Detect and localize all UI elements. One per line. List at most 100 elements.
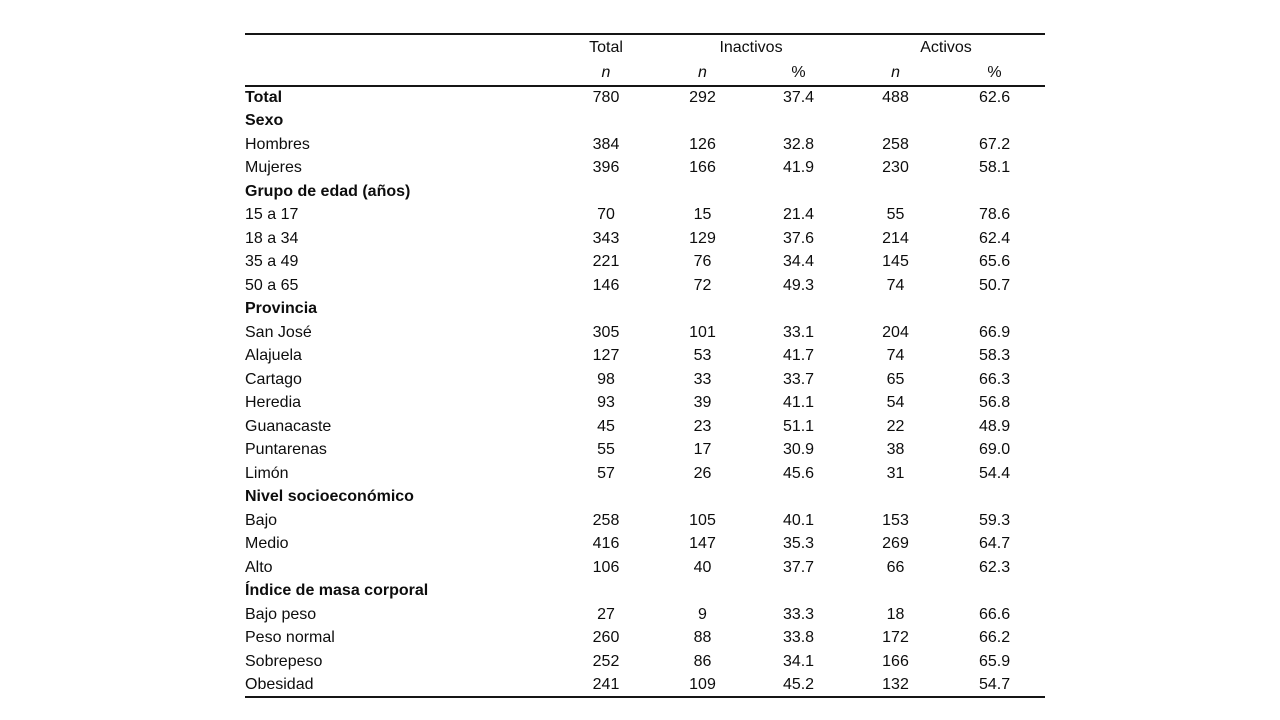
cell-activos_n: 204 [882,323,909,341]
cell-total_n: 70 [597,206,615,224]
cell-inactivos_n: 105 [689,511,716,529]
cell-total_n: 27 [597,605,615,623]
cell-activos_pct [944,180,1045,204]
section-row: Nivel socioeconómico [245,486,1045,510]
cell-activos_n: 166 [882,652,909,670]
cell-activos_pct [944,110,1045,134]
cell-activos_n: 38 [886,441,905,459]
table-row: Medio 416 147 35.3 269 64.7 [245,533,1045,557]
cell-inactivos_n [655,298,750,322]
cell-activos_pct: 66.3 [978,370,1011,388]
cell-activos_pct: 58.1 [978,159,1011,177]
cell-inactivos_pct: 35.3 [782,535,815,553]
cell-total_n: 146 [592,276,620,294]
cell-inactivos_pct: 37.4 [782,89,815,107]
cell-activos_n: 172 [882,629,909,647]
section-row: Índice de masa corporal [245,580,1045,604]
header-inactivos-pct: % [791,63,806,81]
table-row: 15 a 17 70 15 21.4 55 78.6 [245,204,1045,228]
cell-total_n: 57 [597,464,615,482]
row-label: 15 a 17 [245,206,299,224]
cell-activos_pct: 54.4 [978,464,1011,482]
cell-activos_n [847,110,944,134]
cell-activos_pct: 59.3 [978,511,1011,529]
cell-activos_pct: 66.2 [978,629,1011,647]
header-activos: Activos [920,38,972,56]
cell-inactivos_n: 23 [693,417,712,435]
header-group-row: Total Inactivos Activos [245,34,1045,60]
section-row: Provincia [245,298,1045,322]
cell-activos_n [847,298,944,322]
cell-inactivos_pct: 21.4 [782,206,815,224]
cell-inactivos_n: 126 [689,135,716,153]
cell-activos_n: 54 [886,394,905,412]
section-row: Sexo [245,110,1045,134]
row-label: Alto [245,558,273,576]
cell-total_n: 416 [592,535,620,553]
cell-inactivos_n: 26 [693,464,712,482]
cell-inactivos_n: 86 [693,652,712,670]
statistics-table: Total Inactivos Activos n n % n % Total 7… [245,33,1046,698]
table-row: Obesidad 241 109 45.2 132 54.7 [245,674,1045,698]
row-label: Sobrepeso [245,652,323,670]
table-row: Peso normal 260 88 33.8 172 66.2 [245,627,1045,651]
cell-inactivos_pct [750,580,847,604]
cell-inactivos_n: 147 [689,535,716,553]
cell-inactivos_pct: 45.2 [782,675,815,693]
cell-inactivos_n: 53 [693,347,712,365]
cell-activos_n: 31 [886,464,905,482]
table-row: 35 a 49 221 76 34.4 145 65.6 [245,251,1045,275]
cell-inactivos_n: 17 [693,441,712,459]
cell-activos_n: 22 [886,417,905,435]
cell-total_n [557,180,655,204]
cell-activos_pct: 62.4 [978,229,1011,247]
row-label: Alajuela [245,347,302,365]
row-label: Grupo de edad (años) [245,182,411,200]
row-label: Guanacaste [245,417,332,435]
cell-inactivos_pct: 49.3 [782,276,815,294]
cell-inactivos_pct: 45.6 [782,464,815,482]
cell-total_n: 106 [592,558,620,576]
table-row: Puntarenas 55 17 30.9 38 69.0 [245,439,1045,463]
cell-inactivos_n: 88 [693,629,712,647]
cell-inactivos_n: 40 [693,558,712,576]
header-label-spacer [245,60,557,86]
table-row: Bajo 258 105 40.1 153 59.3 [245,509,1045,533]
row-label: Heredia [245,394,302,412]
row-label: Mujeres [245,159,302,177]
row-label: Bajo [245,511,278,529]
cell-total_n: 252 [592,652,620,670]
cell-activos_n: 132 [882,675,909,693]
row-label: 50 a 65 [245,276,299,294]
cell-total_n: 55 [597,441,615,459]
cell-inactivos_n [655,180,750,204]
cell-inactivos_n: 166 [689,159,716,177]
cell-activos_pct: 64.7 [978,535,1011,553]
row-label: Medio [245,535,289,553]
cell-total_n: 241 [592,675,620,693]
cell-activos_pct: 62.3 [978,558,1011,576]
cell-activos_pct: 66.6 [978,605,1011,623]
cell-inactivos_pct: 32.8 [782,135,815,153]
cell-inactivos_n: 33 [693,370,712,388]
row-label: Obesidad [245,675,314,693]
cell-inactivos_n: 292 [689,89,716,107]
header-activos-pct: % [987,63,1002,81]
table-row: Hombres 384 126 32.8 258 67.2 [245,133,1045,157]
cell-total_n [557,298,655,322]
cell-total_n [557,110,655,134]
cell-total_n: 98 [597,370,615,388]
table-row: Alto 106 40 37.7 66 62.3 [245,556,1045,580]
cell-inactivos_pct: 37.6 [782,229,815,247]
cell-activos_pct: 78.6 [978,206,1011,224]
cell-inactivos_pct: 34.1 [782,652,815,670]
table-row: 18 a 34 343 129 37.6 214 62.4 [245,227,1045,251]
header-total-n: n [601,63,611,81]
cell-activos_n: 55 [886,206,905,224]
table-row: Cartago 98 33 33.7 65 66.3 [245,368,1045,392]
table-row: 50 a 65 146 72 49.3 74 50.7 [245,274,1045,298]
cell-inactivos_n [655,110,750,134]
cell-total_n: 396 [592,159,620,177]
cell-activos_pct: 58.3 [978,347,1011,365]
